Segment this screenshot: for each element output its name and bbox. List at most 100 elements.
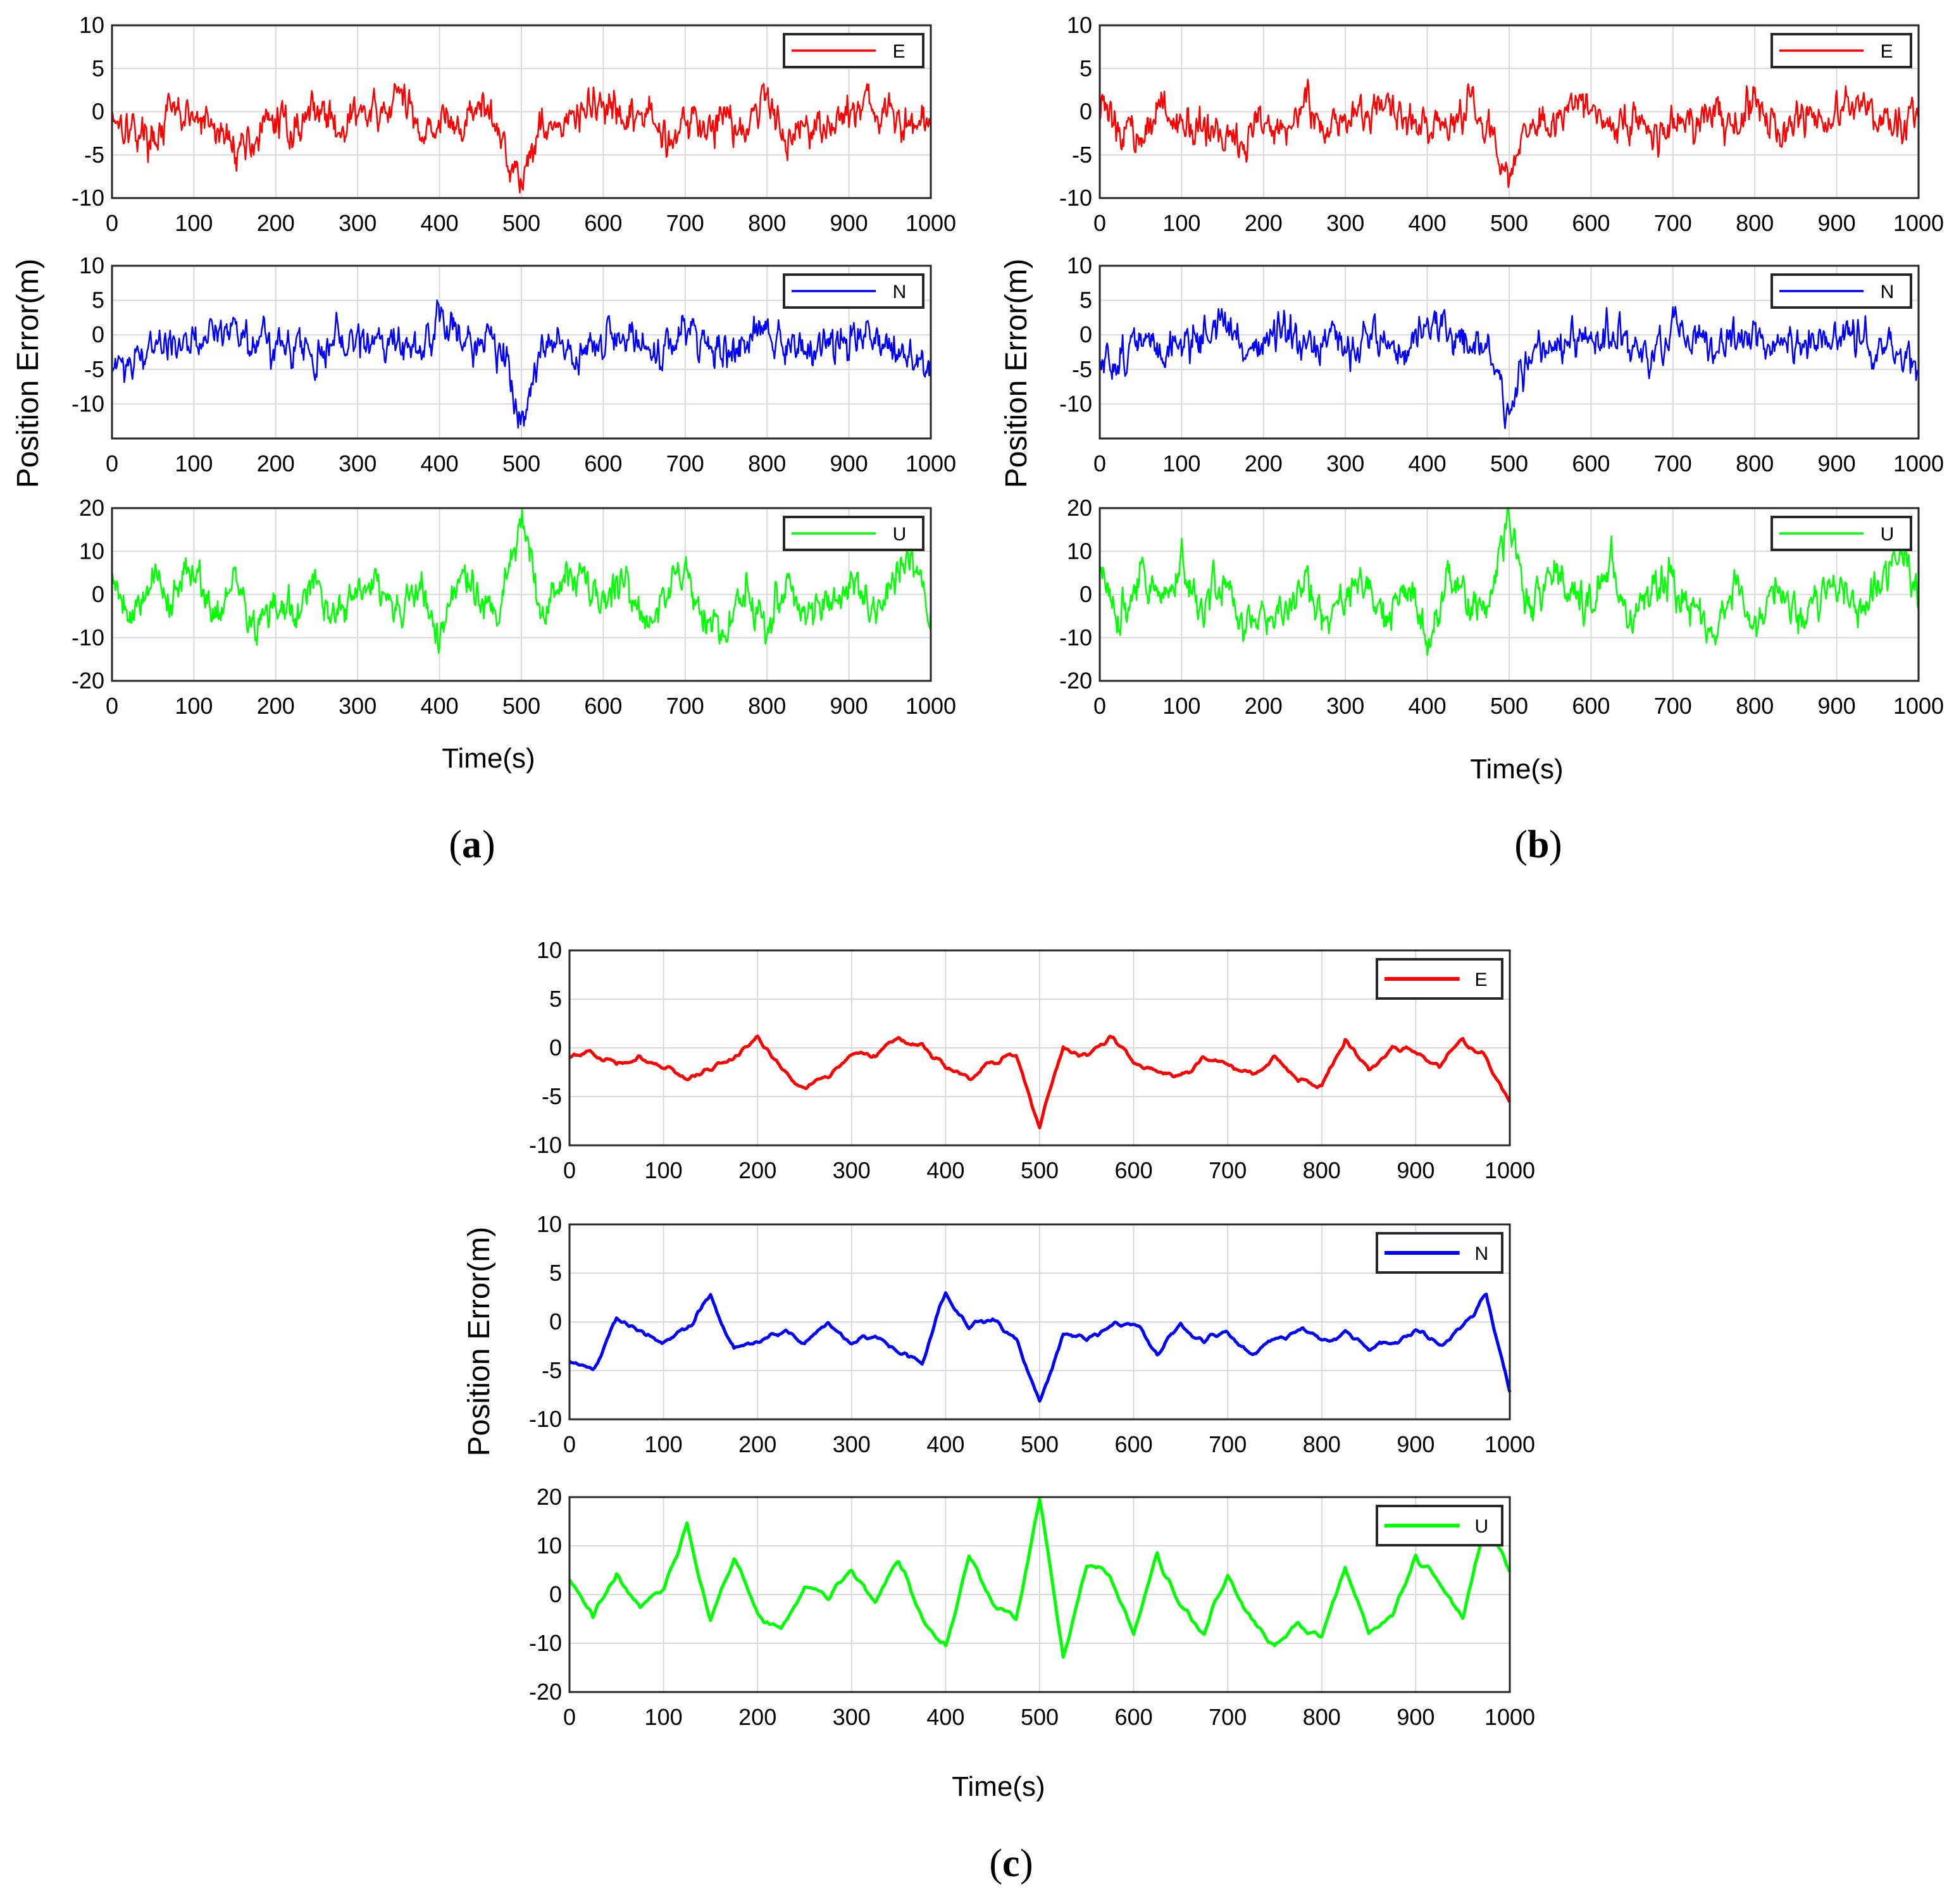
y-tick-label: 0 bbox=[1080, 321, 1092, 347]
y-tick-label: 10 bbox=[79, 12, 104, 38]
y-tick-label: -20 bbox=[72, 668, 104, 694]
legend-label: U bbox=[893, 524, 907, 545]
x-tick-label: 0 bbox=[106, 693, 118, 719]
series-line-n bbox=[111, 299, 932, 429]
x-tick-label: 500 bbox=[1021, 1704, 1059, 1730]
x-tick-label: 800 bbox=[1736, 451, 1774, 476]
panel-c-caption: ( c ) bbox=[989, 1842, 1033, 1885]
legend-n: N bbox=[783, 273, 924, 309]
series-line-n bbox=[568, 1291, 1512, 1403]
panel-a-subplot-u: 0 100 200 300 400 500 600 700 800 900 1000 -20 -10 0 1… bbox=[72, 495, 956, 719]
x-tick-label: 900 bbox=[1397, 1431, 1434, 1457]
panel-b-caption-close: ) bbox=[1549, 823, 1562, 866]
x-tick-label: 200 bbox=[257, 693, 295, 719]
x-tick-label: 400 bbox=[926, 1704, 964, 1730]
x-tick-label: 100 bbox=[1162, 451, 1200, 476]
y-tick-label: 0 bbox=[92, 582, 104, 607]
x-tick-label: 1000 bbox=[1893, 210, 1944, 236]
panel-a-caption-open: ( bbox=[449, 823, 462, 866]
x-tick-label: 0 bbox=[1093, 451, 1106, 476]
x-tick-label: 300 bbox=[1326, 693, 1364, 719]
x-tick-label: 1000 bbox=[905, 451, 956, 476]
y-tick-label: -10 bbox=[529, 1630, 562, 1656]
x-tick-label: 0 bbox=[563, 1431, 576, 1457]
panel-b-subplot-e: 0 100 200 300 400 500 600 700 800 900 1000 -10 -5 0 5 1… bbox=[1059, 12, 1944, 236]
panel-b-caption: ( b ) bbox=[1514, 823, 1562, 866]
panel-b-subplot-u: 0 100 200 300 400 500 600 700 800 900 1000 -20 -10 0 1… bbox=[1059, 495, 1944, 719]
x-tick-label: 200 bbox=[257, 210, 295, 236]
legend-u: U bbox=[1376, 1505, 1503, 1546]
series-line-u bbox=[1098, 507, 1919, 656]
y-tick-label: 20 bbox=[537, 1484, 562, 1510]
y-tick-label: 0 bbox=[92, 99, 104, 125]
y-tick-label: 10 bbox=[1067, 12, 1092, 38]
panel-a-subplot-e: 0 100 200 300 400 500 600 700 800 900 1000 -10 -5 0 5 1… bbox=[72, 12, 956, 236]
panel-a-ylabel: Position Error(m) bbox=[11, 259, 45, 488]
legend-label: N bbox=[893, 282, 907, 302]
y-tick-label: 0 bbox=[1080, 582, 1092, 607]
panel-c-subplot-n: 0 100 200 300 400 500 600 700 800 900 1000 -10 -5 0 5 1… bbox=[529, 1211, 1535, 1457]
x-tick-label: 200 bbox=[738, 1431, 776, 1457]
x-tick-label: 300 bbox=[833, 1704, 871, 1730]
x-tick-label: 500 bbox=[1021, 1157, 1059, 1183]
legend-label: U bbox=[1474, 1516, 1488, 1537]
x-tick-label: 1000 bbox=[905, 693, 956, 719]
y-tick-label: 5 bbox=[1080, 55, 1092, 81]
x-tick-label: 600 bbox=[1115, 1431, 1153, 1457]
x-tick-label: 600 bbox=[584, 693, 622, 719]
y-tick-label: -10 bbox=[1059, 185, 1092, 211]
x-tick-label: 800 bbox=[748, 451, 786, 476]
legend-u: U bbox=[783, 516, 924, 551]
x-tick-label: 400 bbox=[421, 693, 459, 719]
y-tick-label: -5 bbox=[542, 1357, 562, 1383]
x-tick-label: 900 bbox=[1397, 1704, 1434, 1730]
y-tick-label: -5 bbox=[1072, 142, 1092, 168]
series-line-u bbox=[568, 1497, 1512, 1659]
panel-a-caption: ( a ) bbox=[449, 823, 495, 866]
x-tick-label: 300 bbox=[833, 1157, 871, 1183]
panel-a-subplot-n: 0 100 200 300 400 500 600 700 800 900 1000 -10 -5 0 5 1… bbox=[72, 252, 956, 476]
legend-label: N bbox=[1881, 282, 1895, 302]
x-tick-label: 500 bbox=[1490, 451, 1528, 476]
panel-c-caption-close: ) bbox=[1020, 1842, 1033, 1885]
y-tick-label: -20 bbox=[1059, 668, 1092, 694]
x-tick-label: 100 bbox=[1162, 693, 1200, 719]
x-tick-label: 900 bbox=[830, 451, 868, 476]
x-tick-label: 800 bbox=[748, 693, 786, 719]
panel-c-subplot-e: 0 100 200 300 400 500 600 700 800 900 1000 -10 -5 0 5 1… bbox=[529, 937, 1535, 1183]
axes-frame bbox=[1098, 24, 1920, 199]
x-tick-label: 700 bbox=[666, 210, 704, 236]
x-tick-label: 600 bbox=[1572, 451, 1610, 476]
x-tick-label: 300 bbox=[339, 693, 376, 719]
panel-c: Position Error(m) 0 100 200 300 400 500 600 700… bbox=[463, 937, 1535, 1885]
x-tick-label: 500 bbox=[502, 210, 540, 236]
x-tick-label: 500 bbox=[502, 693, 540, 719]
panel-a: Position Error(m) 0 100 200 300 400 500 600 700… bbox=[11, 12, 956, 866]
x-tick-label: 800 bbox=[1303, 1157, 1341, 1183]
series-line-e bbox=[111, 83, 932, 194]
panel-b-ylabel: Position Error(m) bbox=[1000, 259, 1033, 488]
x-tick-label: 700 bbox=[1209, 1431, 1247, 1457]
x-tick-label: 700 bbox=[1654, 451, 1692, 476]
panel-c-xlabel: Time(s) bbox=[952, 1771, 1045, 1802]
y-tick-label: 5 bbox=[92, 55, 104, 81]
x-tick-label: 700 bbox=[1209, 1704, 1247, 1730]
x-tick-label: 500 bbox=[1490, 210, 1528, 236]
x-tick-label: 100 bbox=[645, 1157, 683, 1183]
axes-frame bbox=[1098, 507, 1920, 682]
x-tick-label: 100 bbox=[175, 210, 213, 236]
x-tick-label: 300 bbox=[833, 1431, 871, 1457]
legend-e: E bbox=[1770, 33, 1912, 68]
y-tick-label: -5 bbox=[84, 142, 104, 168]
x-tick-label: 300 bbox=[1326, 210, 1364, 236]
series-line-e bbox=[1098, 78, 1920, 188]
x-tick-label: 900 bbox=[1818, 210, 1856, 236]
panel-c-caption-letter: c bbox=[1002, 1842, 1020, 1885]
x-tick-label: 0 bbox=[106, 210, 118, 236]
x-tick-label: 400 bbox=[1409, 210, 1447, 236]
x-tick-label: 700 bbox=[1654, 693, 1692, 719]
panel-c-caption-open: ( bbox=[989, 1842, 1002, 1885]
x-tick-label: 100 bbox=[645, 1431, 683, 1457]
axes-frame bbox=[568, 949, 1511, 1147]
